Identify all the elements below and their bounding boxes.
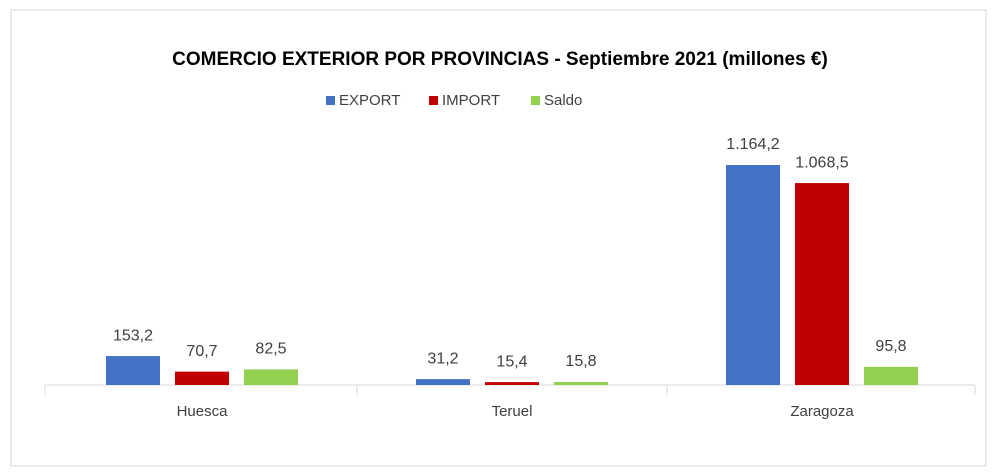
- bar: [554, 382, 608, 385]
- data-label: 95,8: [875, 338, 906, 355]
- x-tick-label: Zaragoza: [790, 403, 854, 420]
- legend-label: IMPORT: [442, 92, 500, 109]
- bar: [726, 165, 780, 385]
- bar: [864, 366, 918, 385]
- bar: [244, 369, 298, 385]
- bar: [106, 356, 160, 385]
- bar: [175, 371, 229, 385]
- data-label: 1.068,5: [795, 154, 848, 171]
- data-label: 153,2: [113, 327, 153, 344]
- legend-swatch: [429, 96, 438, 105]
- legend-swatch: [531, 96, 540, 105]
- data-label: 70,7: [186, 343, 217, 360]
- bar: [795, 183, 849, 385]
- data-label: 15,8: [565, 353, 596, 370]
- chart-title: COMERCIO EXTERIOR POR PROVINCIAS - Septi…: [172, 49, 828, 70]
- bar: [485, 382, 539, 385]
- data-label: 31,2: [427, 350, 458, 367]
- data-label: 1.164,2: [726, 136, 779, 153]
- legend-swatch: [326, 96, 335, 105]
- data-label: 82,5: [255, 341, 286, 358]
- x-tick-label: Teruel: [492, 403, 533, 420]
- legend-label: EXPORT: [339, 92, 400, 109]
- data-label: 15,4: [496, 353, 527, 370]
- legend-label: Saldo: [544, 92, 582, 109]
- x-tick-label: Huesca: [177, 403, 229, 420]
- bar: [416, 379, 470, 385]
